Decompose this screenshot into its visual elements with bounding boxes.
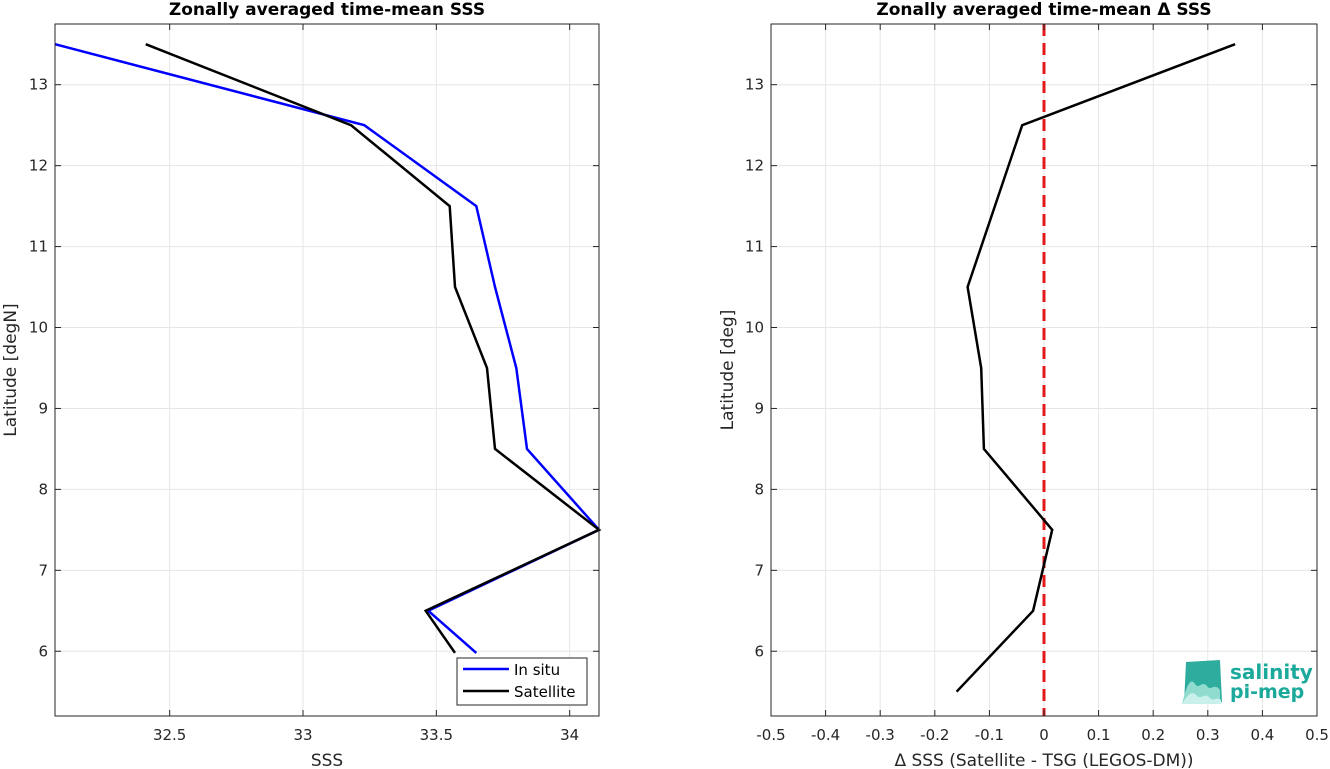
- x-tick-label: -0.5: [756, 726, 785, 744]
- sss-profile-panel: 32.5 33 33.5 34 6 7 8 9 10 11 12 13 Zonally averag…: [1, 0, 602, 769]
- delta-sss-profile-panel: -0.5 -0.4 -0.3 -0.2 -0.1 0 0.1 0.2 0.3 0.4 0.5 6 7 8…: [718, 0, 1329, 769]
- x-axis-label: Δ SSS (Satellite - TSG (LEGOS-DM)): [894, 751, 1193, 769]
- y-axis-label: Latitude [deg]: [718, 310, 738, 431]
- x-tick-label: 0: [1039, 726, 1049, 744]
- data-series: [54, 42, 602, 654]
- x-tick-label: 33: [293, 726, 312, 744]
- legend-label-in-situ: In situ: [514, 661, 560, 679]
- y-tick-label: 11: [29, 238, 48, 256]
- x-axis-label: SSS: [311, 751, 343, 769]
- y-tick-label: 9: [38, 399, 48, 417]
- x-tick-labels: -0.5 -0.4 -0.3 -0.2 -0.1 0 0.1 0.2 0.3 0.4 0.5: [756, 726, 1329, 744]
- series-line-satellite: [145, 43, 602, 654]
- y-tick-labels: 6 7 8 9 10 11 12 13: [745, 76, 764, 661]
- grid-lines: [55, 24, 599, 716]
- y-tick-label: 6: [754, 642, 764, 660]
- y-tick-label: 6: [38, 642, 48, 660]
- legend-label-satellite: Satellite: [514, 683, 575, 701]
- legend-box: [456, 657, 588, 706]
- y-tick-labels: 6 7 8 9 10 11 12 13: [29, 76, 48, 661]
- y-tick-label: 9: [754, 399, 764, 417]
- x-tick-label: 0.4: [1250, 726, 1274, 744]
- tick-marks: [55, 24, 599, 716]
- plot-area: [55, 24, 599, 716]
- axes-box: [54, 23, 600, 717]
- y-tick-label: 12: [29, 157, 48, 175]
- y-tick-label: 10: [745, 319, 764, 337]
- y-tick-label: 8: [754, 480, 764, 498]
- x-tick-label: -0.4: [811, 726, 840, 744]
- data-series: [955, 43, 1236, 693]
- x-tick-label: 0.5: [1305, 726, 1329, 744]
- logo-line-1: salinity: [1230, 660, 1313, 684]
- chart-title: Zonally averaged time-mean SSS: [169, 0, 485, 20]
- x-tick-labels: 32.5 33 33.5 34: [153, 726, 579, 744]
- salinity-pi-mep-logo: salinity pi-mep: [1182, 660, 1313, 704]
- x-tick-label: 32.5: [153, 726, 186, 744]
- x-tick-label: 0.1: [1087, 726, 1111, 744]
- x-tick-label: 0.2: [1141, 726, 1165, 744]
- series-line-delta-sss: [955, 43, 1236, 693]
- x-tick-label: -0.1: [975, 726, 1004, 744]
- y-tick-label: 7: [38, 561, 48, 579]
- x-tick-label: -0.2: [920, 726, 949, 744]
- y-tick-label: 11: [745, 238, 764, 256]
- y-tick-label: 12: [745, 157, 764, 175]
- y-tick-label: 13: [29, 76, 48, 94]
- chart-title: Zonally averaged time-mean Δ SSS: [876, 0, 1211, 20]
- x-tick-label: 34: [560, 726, 579, 744]
- y-tick-label: 10: [29, 319, 48, 337]
- tick-marks: [770, 24, 1318, 716]
- waves-icon: [1182, 660, 1222, 704]
- legend: In situ Satellite: [456, 657, 588, 706]
- y-tick-label: 7: [754, 561, 764, 579]
- logo-line-2: pi-mep: [1230, 681, 1304, 703]
- x-tick-label: -0.3: [866, 726, 895, 744]
- y-tick-label: 8: [38, 480, 48, 498]
- x-tick-label: 0.3: [1196, 726, 1220, 744]
- x-tick-label: 33.5: [420, 726, 453, 744]
- y-axis-label: Latitude [degN]: [1, 303, 21, 436]
- y-tick-label: 13: [745, 76, 764, 94]
